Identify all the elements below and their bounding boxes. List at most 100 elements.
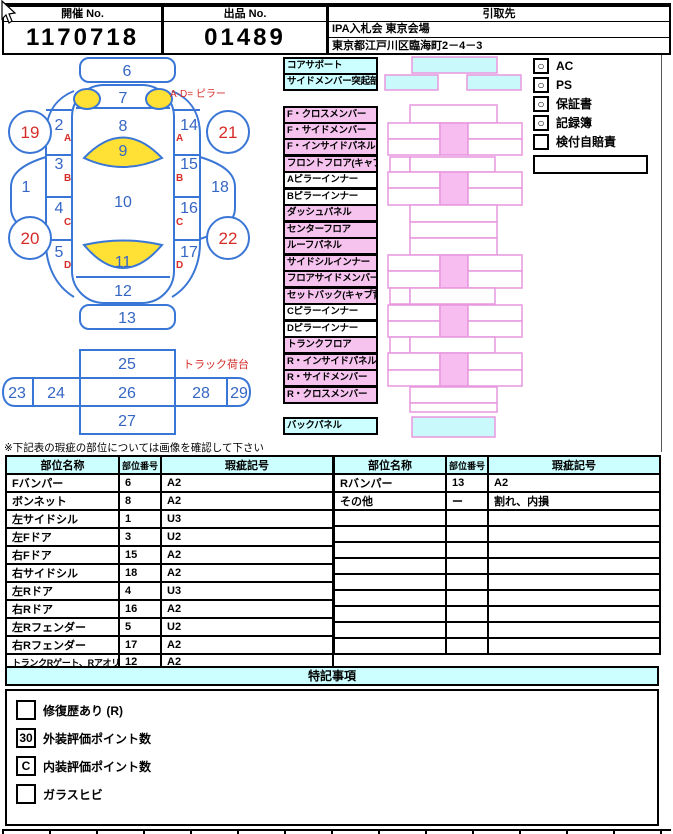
zone-wheel-rr: 22: [219, 229, 238, 248]
part-name: 右Rドア: [5, 599, 120, 619]
part-number: 16: [118, 599, 162, 619]
damage-row-empty: [333, 509, 661, 527]
lot-no-label: 出品 No.: [164, 7, 326, 22]
insurance-checkbox[interactable]: [533, 133, 549, 150]
part-number: 13: [445, 473, 489, 493]
part-name: その他: [333, 491, 447, 511]
glass-crack-checkbox[interactable]: [16, 784, 36, 804]
zone-right-sill: 18: [211, 179, 229, 196]
damage-row-empty: [333, 573, 661, 591]
part-number: 5: [118, 617, 162, 637]
ps-checkbox[interactable]: ○: [533, 76, 549, 93]
zone-wheel-rl: 20: [21, 229, 40, 248]
damage-row-empty: [333, 621, 661, 639]
section-right-border: [661, 55, 662, 452]
special-notes-title: 特記事項: [5, 666, 659, 686]
underbody-label: サイドメンバー突起部: [283, 73, 378, 91]
pillar-note: A-D= ピラー: [170, 88, 226, 100]
defect-code: U3: [160, 509, 334, 529]
damage-row: 右サイドシル 18 A2: [5, 563, 334, 583]
interior-points-label: 内装評価ポイント数: [43, 759, 152, 774]
zone-right-fender-f: 14: [180, 117, 198, 134]
underbody-label: ダッシュパネル: [283, 204, 378, 222]
damage-row: 左Rドア 4 U3: [5, 581, 334, 601]
part-number: 18: [118, 563, 162, 583]
equip-row-insurance: 検付自賠責: [533, 132, 616, 151]
defect-code: A2: [160, 545, 334, 565]
zone-hood: 8: [119, 118, 128, 135]
warranty-checkbox[interactable]: ○: [533, 95, 549, 112]
pillar-a-left: A: [64, 133, 71, 144]
defect-code: A2: [487, 473, 661, 493]
damage-row-empty: [333, 637, 661, 655]
part-name: 右Fドア: [5, 545, 120, 565]
zone-left-door-f: 3: [55, 156, 64, 173]
glass-crack-label: ガラスヒビ: [43, 787, 103, 802]
pickup-label: 引取先: [329, 7, 669, 22]
warranty-label: 保証書: [556, 97, 593, 111]
underbody-label: Aピラーインナー: [283, 171, 378, 189]
damage-row: 右Rドア 16 A2: [5, 599, 334, 619]
defect-code: A2: [160, 563, 334, 583]
damage-row-empty: [333, 605, 661, 623]
ps-label: PS: [556, 77, 573, 92]
equip-row-record-book: ○ 記録簿: [533, 113, 616, 132]
underbody-label: R・サイドメンバー: [283, 369, 378, 387]
ac-checkbox[interactable]: ○: [533, 57, 549, 74]
zone-right-fender-r: 17: [180, 244, 198, 261]
header-table: 開催 No. 1170718 出品 No. 01489 引取先 IPA入札会 東…: [2, 3, 671, 55]
auction-no-label: 開催 No.: [4, 7, 161, 22]
pickup-address: 東京都江戸川区臨海町2－4－3: [332, 40, 483, 52]
damage-row: ボンネット 8 A2: [5, 491, 334, 511]
pickup-venue: IPA入札会 東京会場: [329, 22, 669, 38]
part-name: 左Rドア: [5, 581, 120, 601]
zone-bed-24: 24: [47, 385, 65, 402]
defect-code: U2: [160, 617, 334, 637]
damage-row: その他ー割れ、内損: [333, 491, 661, 511]
col-part-name: 部位名称: [333, 455, 447, 475]
part-number: 8: [118, 491, 162, 511]
zone-left-fender-r: 5: [55, 244, 64, 261]
zone-windshield: 9: [119, 143, 128, 160]
repair-history-checkbox[interactable]: [16, 700, 36, 720]
part-name: Fバンパー: [5, 473, 120, 493]
part-name: 右サイドシル: [5, 563, 120, 583]
zone-cowl: 7: [119, 90, 128, 107]
exterior-points-label: 外装評価ポイント数: [43, 731, 152, 746]
part-name: 右Rフェンダー: [5, 635, 120, 655]
part-number: 17: [118, 635, 162, 655]
auction-no-value: 1170718: [25, 24, 140, 51]
lot-no-column: 出品 No. 01489: [164, 7, 329, 53]
part-name: 左サイドシル: [5, 509, 120, 529]
pillar-c-left: C: [64, 217, 71, 228]
part-number: 15: [118, 545, 162, 565]
record-book-checkbox[interactable]: ○: [533, 114, 549, 131]
underbody-schematic: [384, 56, 523, 438]
pillar-b-left: B: [64, 173, 71, 184]
defect-code: 割れ、内損: [487, 491, 661, 511]
zone-right-door-f: 15: [180, 156, 198, 173]
mouse-cursor-icon: [1, 0, 17, 24]
damage-row-empty: [333, 525, 661, 543]
zone-front-bumper: 6: [123, 63, 132, 80]
part-number: 3: [118, 527, 162, 547]
part-name: ボンネット: [5, 491, 120, 511]
zone-bed-29: 29: [230, 385, 248, 402]
damage-row: 左Fドア 3 U2: [5, 527, 334, 547]
zone-left-fender-f: 2: [55, 117, 64, 134]
damage-table-left: 部位名称 部位番号 瑕疵記号 Fバンパー 6 A2 ボンネット 8 A2 左サイドシル 1…: [5, 455, 334, 671]
pillar-a-right: A: [176, 133, 183, 144]
zone-bed-28: 28: [192, 385, 210, 402]
damage-row-empty: [333, 541, 661, 559]
special-notes-body: 修復歴あり (R) 30 外装評価ポイント数 C 内装評価ポイント数 ガラスヒビ: [5, 689, 659, 826]
part-number: 4: [118, 581, 162, 601]
equip-row-ps: ○ PS: [533, 75, 616, 94]
col-defect-code: 瑕疵記号: [160, 455, 334, 475]
defect-code: A2: [160, 491, 334, 511]
damage-row: Fバンパー 6 A2: [5, 473, 334, 493]
underbody-label: R・クロスメンバー: [283, 386, 378, 404]
note-row-glass-crack: ガラスヒビ: [16, 784, 657, 804]
pickup-column: 引取先 IPA入札会 東京会場 東京都江戸川区臨海町2－4－3: [329, 7, 669, 53]
underbody-label: Cピラーインナー: [283, 303, 378, 321]
damage-row: 左サイドシル 1 U3: [5, 509, 334, 529]
